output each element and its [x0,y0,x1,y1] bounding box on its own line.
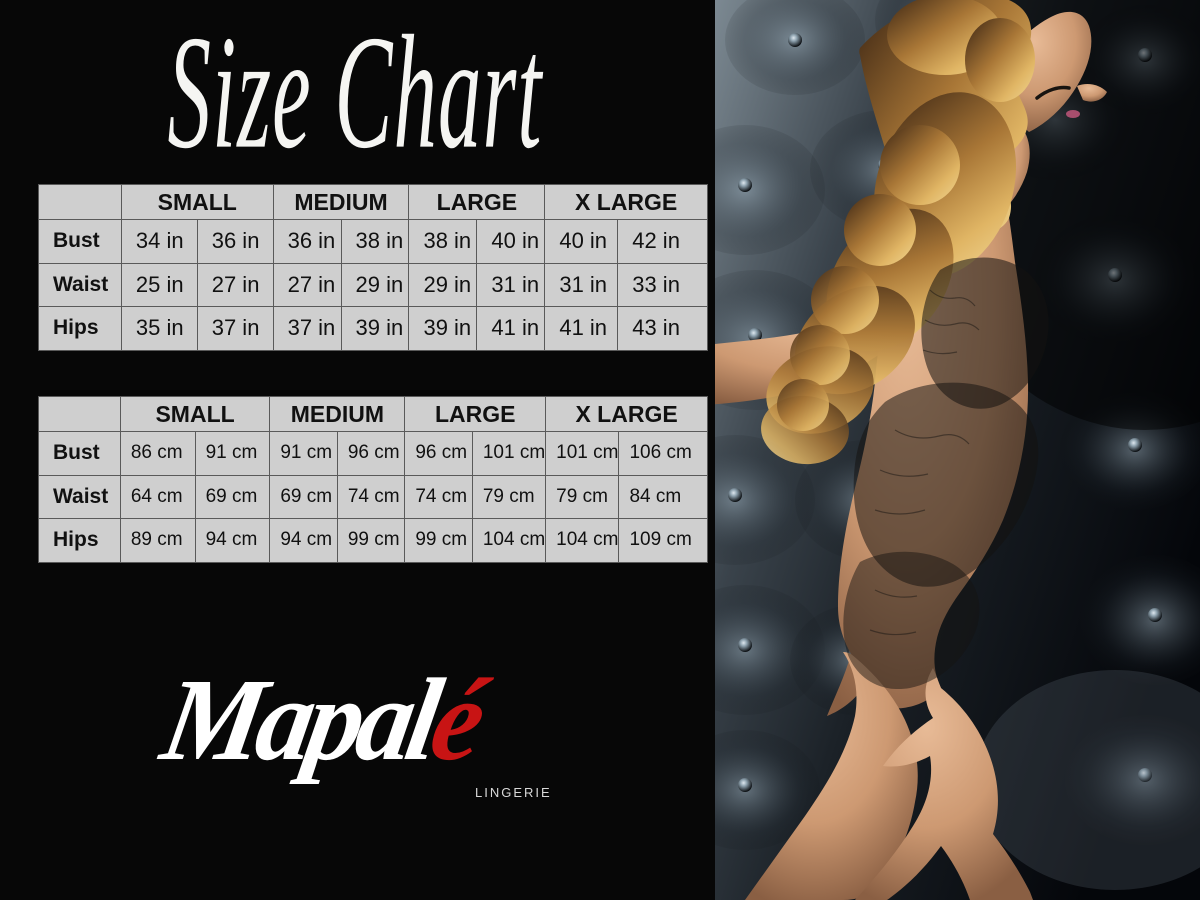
svg-text:Mapalé: Mapalé [152,655,499,785]
